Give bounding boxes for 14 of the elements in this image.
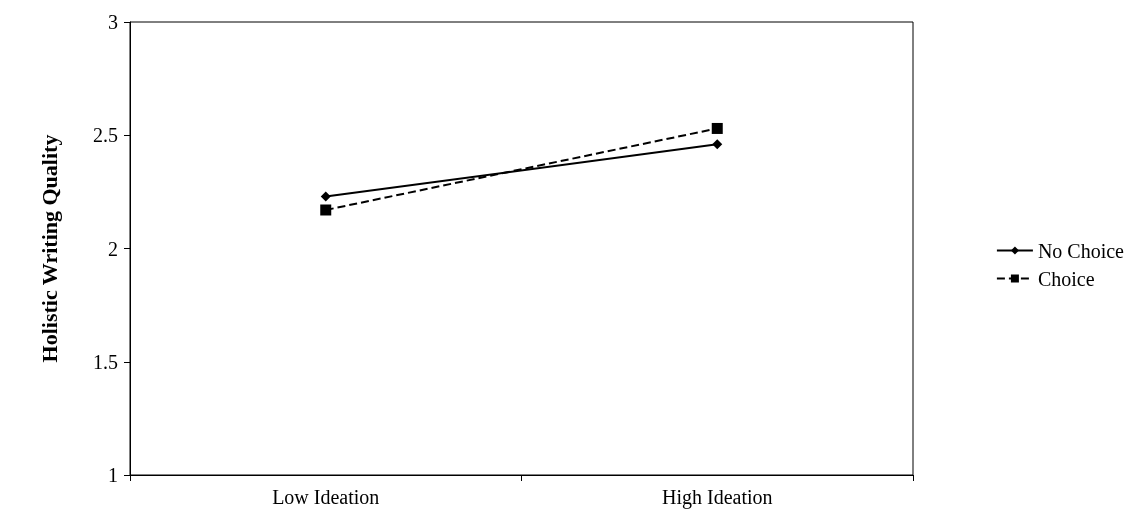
point (320, 191, 331, 202)
y-tick-label: 2.5 (93, 124, 118, 147)
legend-label: No Choice (1037, 239, 1125, 262)
y-axis-title: Holistic Writing Quality (36, 134, 62, 363)
legend-label: Choice (1037, 267, 1095, 290)
point (320, 204, 332, 216)
y-tick-label: 1 (108, 464, 118, 486)
x-tick-label: Low Ideation (272, 486, 380, 508)
y-tick-label: 3 (108, 11, 118, 33)
x-tick-label: High Ideation (661, 486, 773, 509)
y-tick-label: 1.5 (93, 350, 118, 373)
point (711, 122, 723, 134)
y-tick-label: 2 (108, 237, 118, 260)
point (712, 139, 723, 150)
